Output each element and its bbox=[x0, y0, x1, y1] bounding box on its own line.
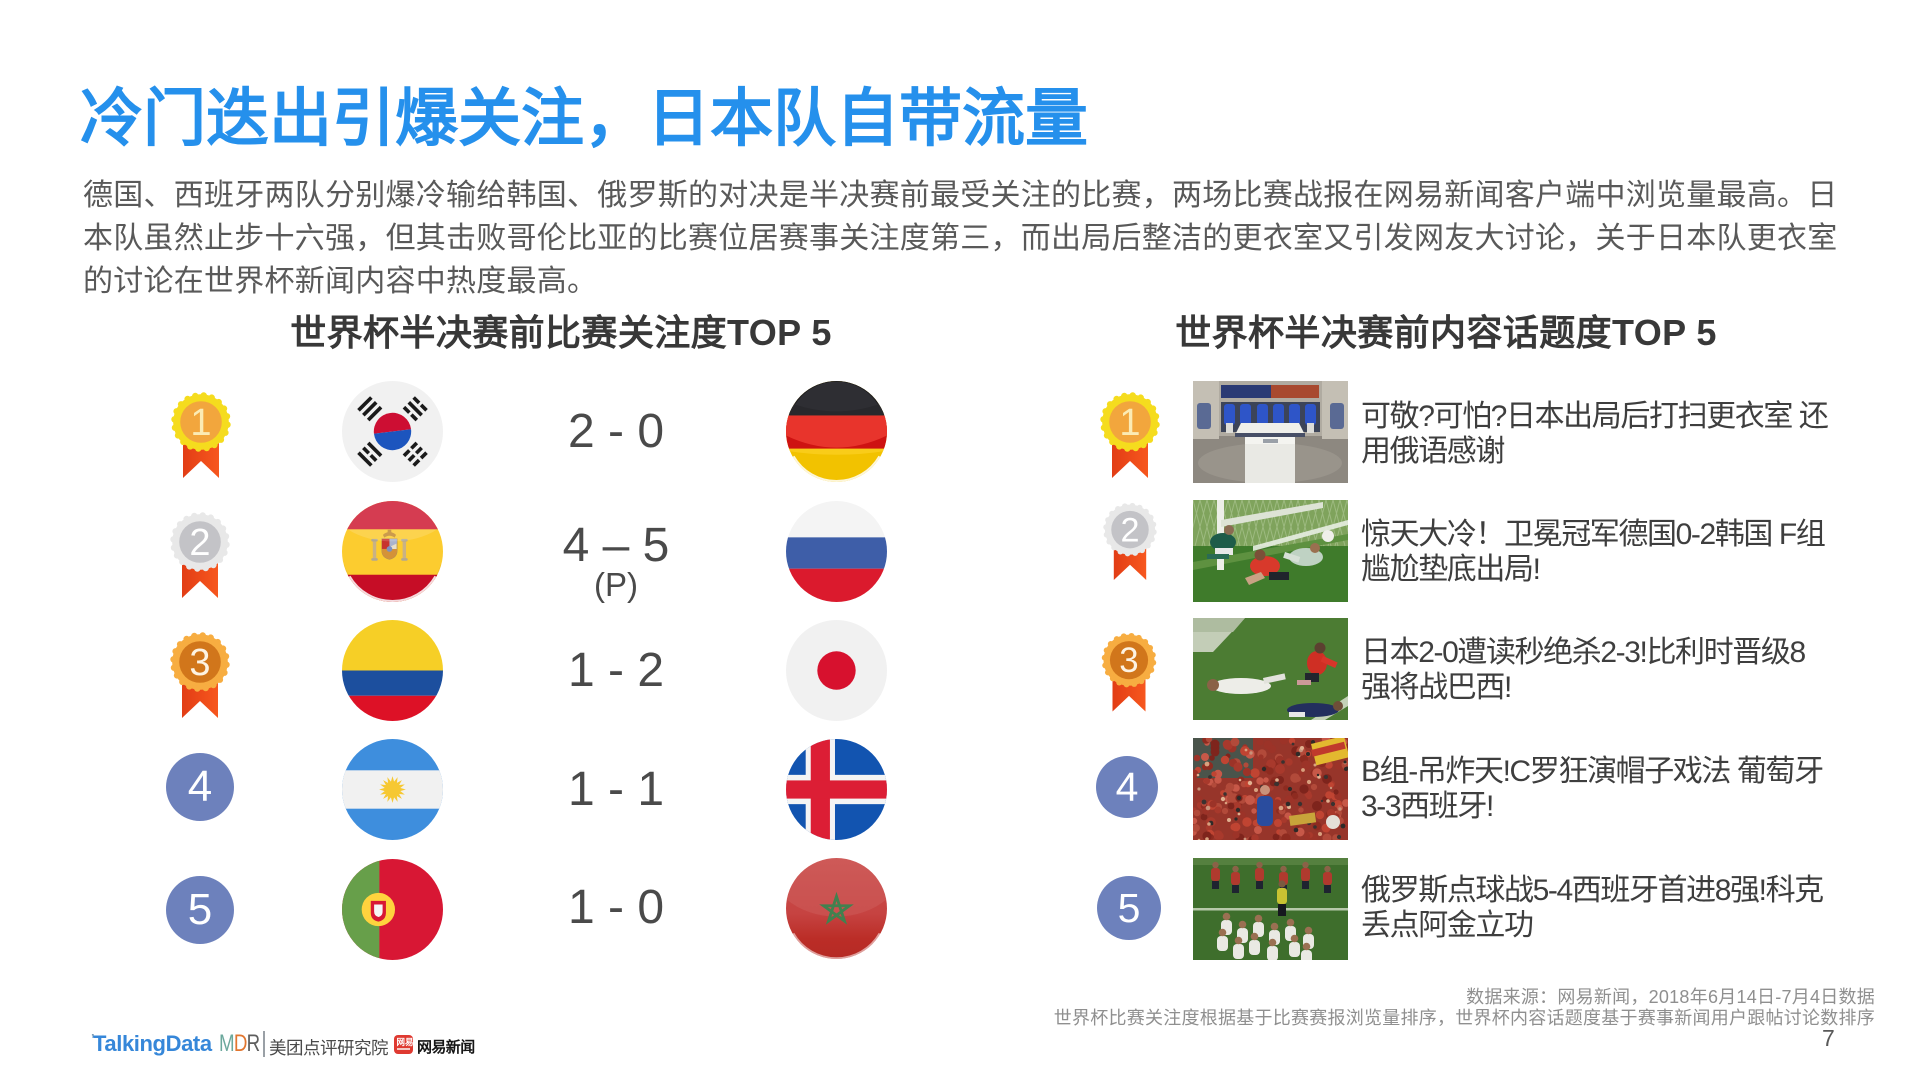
svg-text:1: 1 bbox=[190, 402, 211, 444]
svg-text:3: 3 bbox=[189, 642, 210, 684]
svg-text:2: 2 bbox=[189, 522, 210, 564]
svg-text:2: 2 bbox=[1120, 511, 1139, 549]
svg-text:3: 3 bbox=[1119, 641, 1138, 680]
svg-text:1: 1 bbox=[1119, 402, 1140, 444]
